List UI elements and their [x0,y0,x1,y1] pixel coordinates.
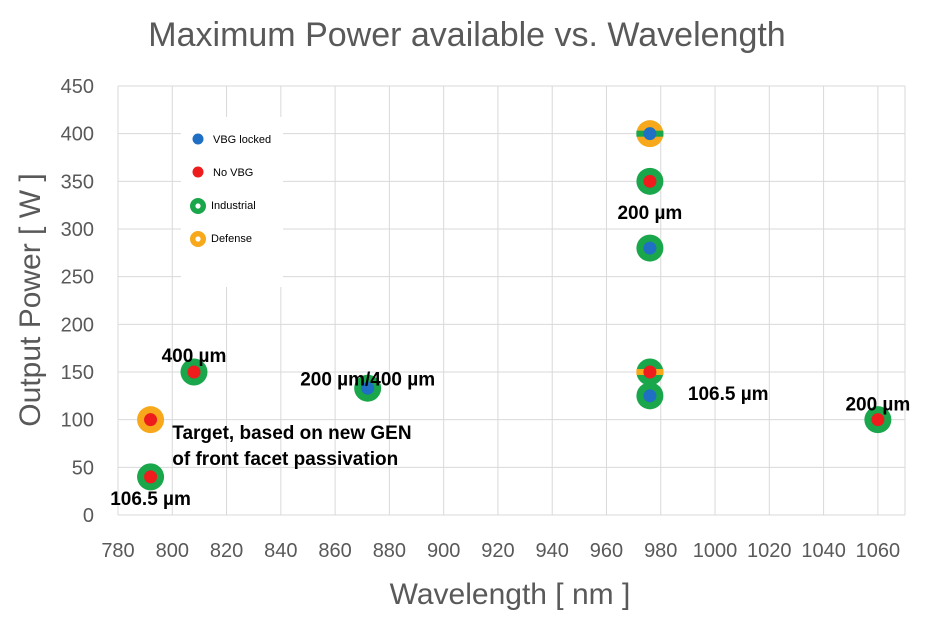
y-tick-label: 250 [61,267,94,289]
annotation-label: 106.5 µm [110,489,191,510]
legend-marker [192,133,204,145]
point-inner [643,241,657,255]
x-tick-label: 940 [536,540,569,562]
data-point [137,406,165,434]
data-point [636,358,664,386]
data-point [636,120,664,148]
x-tick-label: 960 [590,540,623,562]
y-tick-label: 200 [61,314,94,336]
legend-item-vbg_locked: VBG locked [192,133,271,146]
annotations: 400 µm 200 µm/400 µm 200 µm 106.5 µm 200 µm 1… [110,203,910,510]
tick-labels: 0 50 100 150 200 250 300 350 400 450 780 800 820 840 8… [61,76,900,562]
x-tick-label: 880 [373,540,406,562]
data-point [636,382,664,410]
point-inner [643,174,657,188]
x-tick-label: 1040 [801,540,846,562]
annotation-label: 200 µm [845,394,910,415]
legend-label: No VBG [213,167,253,179]
data-points [137,120,892,491]
x-axis-title: Wavelength [ nm ] [390,578,631,611]
y-tick-label: 400 [61,124,94,146]
annotation-label: Target, based on new GEN [172,423,411,444]
x-tick-label: 800 [156,540,189,562]
x-tick-label: 780 [101,540,134,562]
x-tick-label: 980 [644,540,677,562]
x-tick-label: 860 [318,540,351,562]
data-point [864,406,892,434]
y-tick-label: 350 [61,171,94,193]
annotation-label: 400 µm [162,346,227,367]
annotation-label: 200 µm [617,203,682,224]
data-point [636,167,664,195]
legend-item-no_vbg: No VBG [192,166,253,179]
x-tick-label: 820 [210,540,243,562]
y-tick-label: 450 [61,76,94,98]
x-tick-label: 900 [427,540,460,562]
legend: VBG locked No VBG Industrial Defense [181,117,283,287]
chart-title: Maximum Power available vs. Wavelength [148,16,785,54]
point-inner [144,470,158,484]
legend-marker [192,166,204,178]
annotation-label: 106.5 µm [688,384,769,405]
point-inner [187,365,201,379]
y-axis-title: Output Power [ W ] [14,173,47,426]
data-point [137,463,165,491]
data-point [636,234,664,262]
legend-item-defense: Defense [190,231,252,247]
x-tick-label: 840 [264,540,297,562]
legend-label: VBG locked [213,134,271,146]
legend-label: Defense [211,233,252,245]
point-inner [361,381,375,395]
point-inner [144,413,158,427]
point-inner [643,127,657,141]
x-tick-label: 920 [481,540,514,562]
point-inner [643,365,657,379]
x-tick-label: 1000 [693,540,738,562]
y-tick-label: 100 [61,410,94,432]
y-tick-label: 0 [83,505,94,527]
x-tick-label: 1020 [747,540,792,562]
legend-marker-center [195,236,201,242]
x-tick-label: 1060 [856,540,901,562]
legend-label: Industrial [211,200,256,212]
data-point [354,374,382,402]
data-point [180,358,208,386]
y-tick-label: 50 [72,457,94,479]
point-inner [643,389,657,403]
legend-marker-center [195,203,201,209]
y-tick-label: 150 [61,362,94,384]
annotation-label: of front facet passivation [172,449,398,470]
point-inner [871,413,885,427]
legend-item-industrial: Industrial [190,198,256,214]
annotation-label: 200 µm/400 µm [300,370,435,391]
y-tick-label: 300 [61,219,94,241]
